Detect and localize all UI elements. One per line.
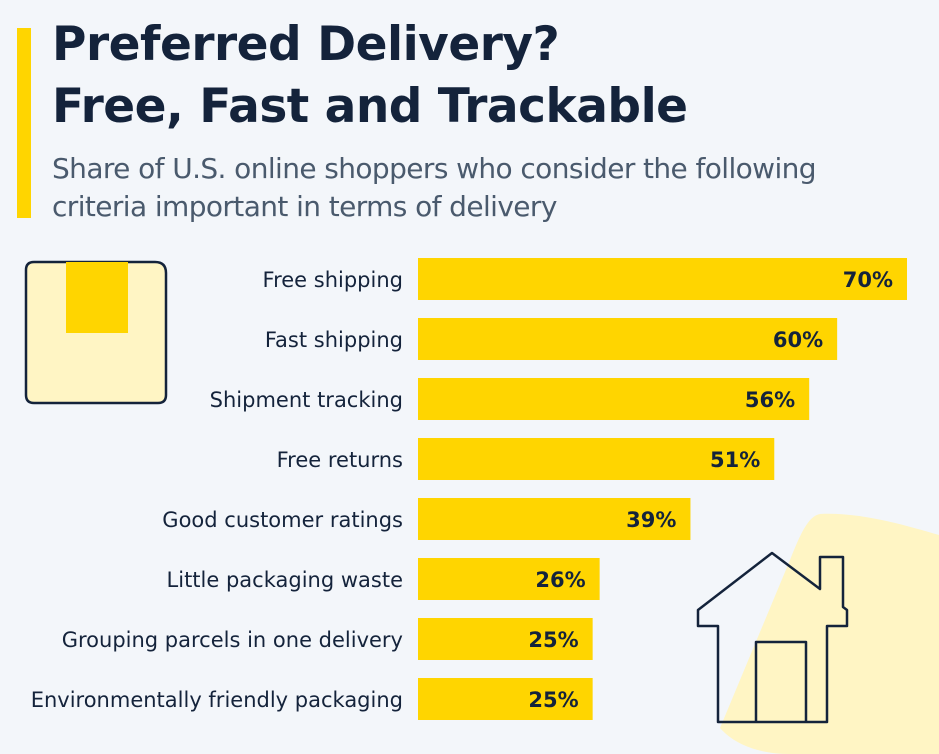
chart-subtitle: Share of U.S. online shoppers who consid… xyxy=(52,150,912,226)
bar-1 xyxy=(418,258,907,300)
value-label-5: 39% xyxy=(626,508,676,532)
category-label-4: Free returns xyxy=(277,448,403,472)
category-label-3: Shipment tracking xyxy=(210,388,403,412)
category-label-6: Little packaging waste xyxy=(167,568,403,592)
category-label-2: Fast shipping xyxy=(265,328,403,352)
value-label-8: 25% xyxy=(528,688,578,712)
value-label-3: 56% xyxy=(745,388,795,412)
value-label-1: 70% xyxy=(843,268,893,292)
value-label-4: 51% xyxy=(710,448,760,472)
value-label-7: 25% xyxy=(528,628,578,652)
package-box-icon xyxy=(24,260,168,405)
accent-bar xyxy=(17,28,31,218)
category-label-1: Free shipping xyxy=(263,268,403,292)
subtitle-line-1: Share of U.S. online shoppers who consid… xyxy=(52,152,817,185)
bar-2 xyxy=(418,318,838,360)
title-line-2: Free, Fast and Trackable xyxy=(52,79,688,134)
category-label-8: Environmentally friendly packaging xyxy=(31,688,403,712)
house-background-blob xyxy=(720,513,939,754)
chart-title: Preferred Delivery? Free, Fast and Track… xyxy=(52,14,688,138)
category-label-7: Grouping parcels in one delivery xyxy=(62,628,403,652)
bar-8 xyxy=(418,678,593,720)
bar-7 xyxy=(418,618,593,660)
value-label-6: 26% xyxy=(535,568,585,592)
bar-4 xyxy=(418,438,775,480)
bar-5 xyxy=(418,498,691,540)
bar-6 xyxy=(418,558,600,600)
house-icon xyxy=(696,551,849,724)
subtitle-line-2: criteria important in terms of delivery xyxy=(52,190,557,223)
category-label-5: Good customer ratings xyxy=(162,508,403,532)
bar-3 xyxy=(418,378,810,420)
title-line-1: Preferred Delivery? xyxy=(52,17,560,72)
value-label-2: 60% xyxy=(773,328,823,352)
